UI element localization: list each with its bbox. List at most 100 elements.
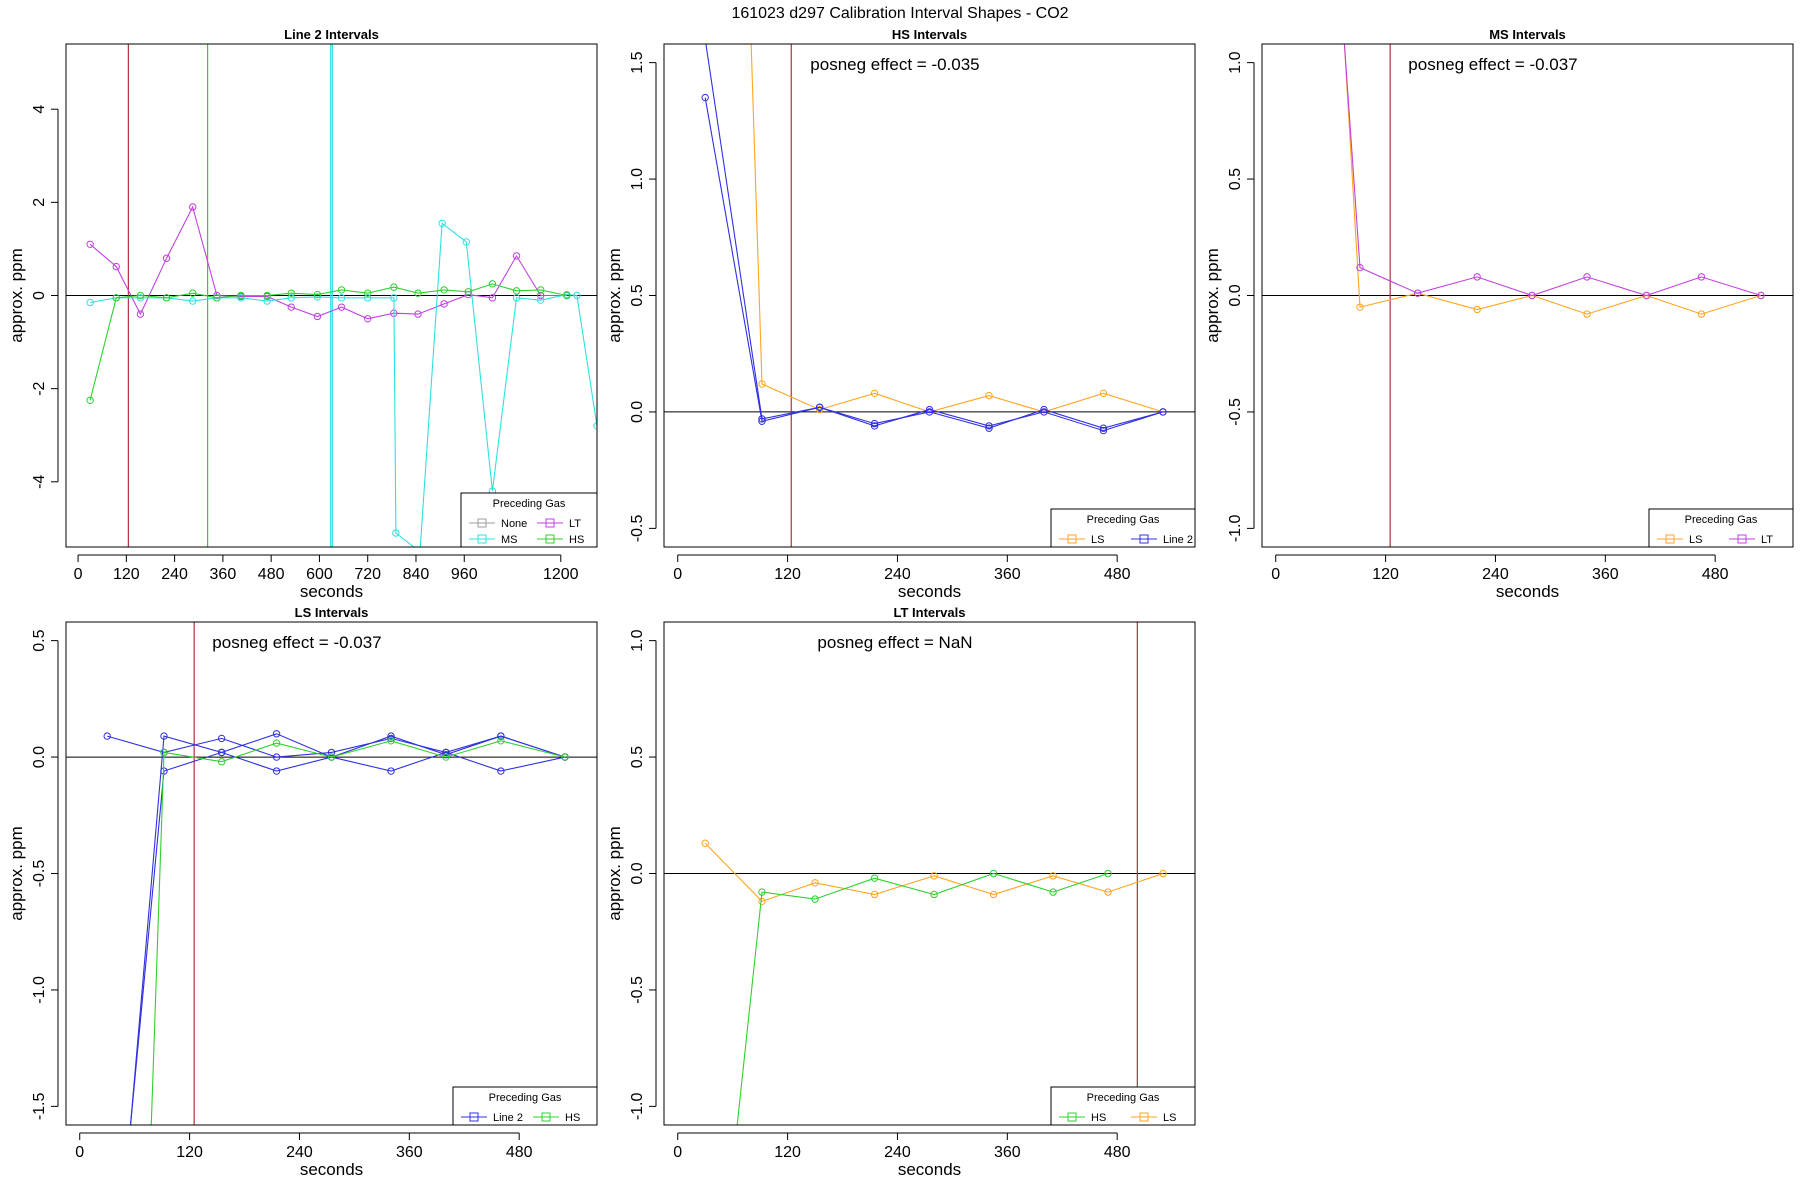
plot-frame — [663, 621, 1196, 1126]
data-point — [189, 297, 197, 305]
x-tick-label: 360 — [396, 1144, 423, 1161]
data-point — [1528, 291, 1536, 300]
plot-area — [664, 44, 1195, 547]
data-point — [272, 730, 281, 738]
series-line — [89, 283, 567, 401]
data-point — [112, 294, 120, 302]
data-point — [217, 748, 226, 757]
data-point — [438, 219, 446, 228]
data-point — [512, 294, 521, 302]
x-tick-label: 960 — [451, 566, 478, 583]
x-tick-label: 0 — [673, 1144, 682, 1161]
data-point — [758, 380, 766, 388]
data-point — [440, 300, 448, 308]
data-point — [1583, 273, 1591, 281]
data-point — [136, 310, 145, 318]
x-tick-label: 600 — [306, 566, 333, 583]
data-point — [925, 408, 934, 416]
data-point — [387, 737, 395, 745]
data-point — [497, 767, 505, 775]
plot-frame — [65, 43, 598, 548]
series-line — [704, 842, 1164, 903]
data-point — [815, 403, 824, 411]
y-tick-label: 0.5 — [31, 629, 48, 651]
y-axis-label: approx. ppm — [7, 248, 26, 343]
legend-title: Preceding Gas — [1087, 514, 1160, 526]
legend-swatch-marker — [1067, 534, 1077, 544]
data-point — [387, 732, 395, 740]
data-point — [870, 419, 879, 428]
plot-frame — [663, 43, 1196, 548]
legend-label: Line 2 — [493, 1112, 523, 1124]
data-point — [1697, 310, 1706, 318]
data-point — [1040, 405, 1048, 414]
legend-swatch-marker — [1067, 1112, 1077, 1122]
legend-label: LT — [569, 518, 581, 530]
data-point — [536, 296, 545, 304]
y-tick-label: -0.5 — [629, 976, 646, 1004]
x-tick-label: 240 — [1482, 566, 1509, 583]
data-point — [327, 748, 336, 757]
data-point — [758, 417, 766, 425]
posneg-annotation: posneg effect = -0.035 — [810, 55, 979, 74]
y-tick-label: 4 — [31, 105, 48, 114]
legend-swatch-marker — [1139, 534, 1149, 544]
data-point — [1049, 888, 1057, 896]
data-point — [536, 286, 545, 294]
series-line — [736, 872, 1109, 1125]
data-point — [561, 753, 569, 761]
x-tick-label: 240 — [884, 566, 911, 583]
y-tick-label: -1.5 — [31, 1092, 48, 1120]
x-tick-label: 0 — [75, 1144, 84, 1161]
data-point — [1642, 291, 1651, 300]
legend-box — [1648, 508, 1794, 548]
x-tick-label: 0 — [673, 566, 682, 583]
legend-label: HS — [1091, 1112, 1106, 1124]
series-line — [750, 44, 1164, 413]
legend-label: Line 2 — [1163, 534, 1193, 546]
y-tick-label: 1.5 — [629, 51, 646, 73]
data-point — [989, 869, 998, 878]
y-tick-label: 2 — [31, 198, 48, 207]
data-point — [1583, 310, 1591, 318]
x-tick-label: 360 — [210, 566, 237, 583]
data-point — [86, 298, 94, 307]
x-tick-label: 480 — [506, 1144, 533, 1161]
legend-swatch-marker — [469, 1112, 479, 1122]
series-line — [90, 222, 597, 547]
data-point — [364, 289, 372, 297]
data-point — [870, 422, 879, 430]
y-tick-label: -4 — [31, 475, 48, 489]
data-point — [1049, 872, 1057, 880]
data-point — [392, 529, 400, 537]
data-point — [327, 753, 336, 761]
data-point — [440, 286, 448, 294]
x-tick-label: 120 — [774, 566, 801, 583]
legend-label: LS — [1163, 1112, 1176, 1124]
data-point — [497, 737, 505, 745]
legend-title: Preceding Gas — [1087, 1092, 1160, 1104]
data-point — [811, 895, 819, 903]
plot-frame — [65, 621, 598, 1126]
data-point — [272, 753, 281, 761]
data-point — [237, 291, 245, 300]
chart-panel: HS Intervals 0 120 240 360 480 seconds -0.5 0.0 0… — [605, 27, 1196, 601]
data-point — [189, 289, 197, 297]
data-point — [162, 254, 171, 262]
legend: Preceding Gas HS LS — [1050, 1086, 1196, 1126]
x-tick-label: 240 — [884, 1144, 911, 1161]
data-point — [1413, 289, 1422, 297]
data-point — [442, 748, 450, 757]
series-line — [89, 205, 567, 320]
data-point — [387, 767, 395, 775]
legend-label: HS — [569, 534, 584, 546]
data-point — [573, 291, 581, 300]
data-point — [162, 294, 171, 302]
x-axis-label: seconds — [898, 1160, 961, 1179]
data-point — [985, 391, 993, 400]
x-tick-label: 120 — [1372, 566, 1399, 583]
data-point — [272, 767, 281, 775]
legend: Preceding Gas LS Line 2 — [1050, 508, 1196, 548]
legend-label: MS — [501, 534, 518, 546]
